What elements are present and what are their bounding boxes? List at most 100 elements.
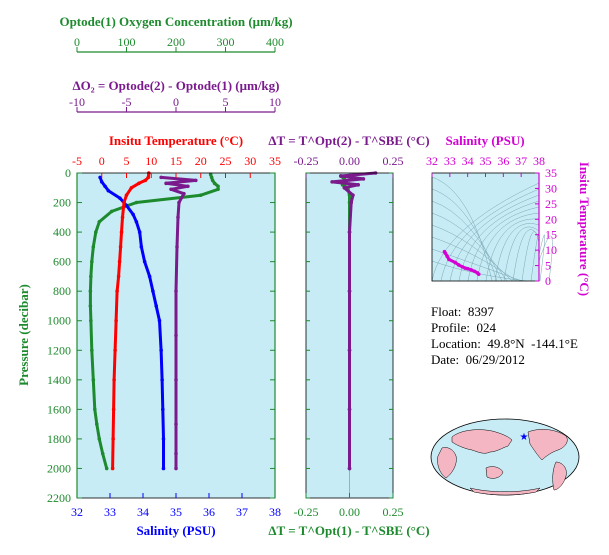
delta-o2-tick-label: 0	[173, 95, 179, 109]
pressure-tick-label: 2000	[47, 461, 71, 475]
temperature-tick-label: 20	[195, 154, 207, 168]
delta-o2-point	[174, 378, 178, 382]
temperature-point	[119, 230, 124, 234]
oxygen-point	[100, 451, 105, 456]
oxygen-point	[134, 200, 139, 205]
salinity-tick-label: 33	[104, 505, 116, 519]
ts-series-group	[442, 249, 481, 277]
delta-t-opt2-point	[339, 174, 343, 178]
info-float-label: Float:	[431, 304, 462, 319]
oxygen-point	[216, 187, 220, 192]
delta-t-bottom-label-text: ΔT = T^Opt(1) - T^SBE (°C)	[268, 523, 429, 538]
temperature-point	[120, 215, 125, 220]
pressure-tick-label: 200	[53, 196, 71, 210]
salinity-point	[157, 318, 162, 323]
ts-density-contour	[503, 226, 540, 282]
delta-t-opt2-point	[347, 466, 352, 471]
pressure-tick-label: 400	[53, 225, 71, 239]
ts-y-tick-label: 5	[545, 259, 551, 273]
delta-o2-point	[174, 289, 178, 293]
info-location-label: Location:	[431, 336, 481, 351]
salinity-point	[154, 304, 158, 308]
ts-density-contour	[431, 248, 523, 282]
pressure-tick-label: 1800	[47, 432, 71, 446]
delta-o2-tick-label: 10	[269, 95, 281, 109]
oxygen-tick-label: 0	[74, 35, 80, 49]
map-land-australia	[485, 466, 504, 479]
temperature-tick-label: 30	[244, 154, 256, 168]
delta-t-opt2-point	[347, 230, 352, 234]
oxygen-point	[212, 181, 217, 186]
temperature-point	[117, 259, 122, 264]
delta-o2-point	[169, 187, 173, 192]
delta-o2-point	[194, 178, 198, 183]
temperature-point	[110, 466, 115, 471]
delta-t-opt2-point	[356, 183, 361, 187]
pressure-tick-label: 1200	[47, 343, 71, 357]
delta-o2-point	[175, 245, 179, 249]
oxygen-point	[95, 422, 99, 426]
salinity-point	[134, 219, 139, 224]
temperature-point	[113, 348, 117, 353]
ts-profile-point	[469, 268, 474, 272]
oxygen-point	[109, 209, 114, 214]
ts-plot-area	[432, 173, 539, 281]
oxygen-point	[89, 318, 93, 323]
delta-t-opt2-point	[347, 348, 352, 353]
delta-o2-point	[174, 466, 178, 471]
ts-x-tick-label: 37	[515, 154, 527, 168]
float-location-marker-icon: ★	[520, 432, 529, 443]
ts-profile-point	[460, 265, 465, 269]
ts-x-tick-label: 36	[497, 154, 509, 168]
ts-x-tick-label: 38	[533, 154, 545, 168]
info-float-value: 8397	[467, 304, 494, 319]
salinity-point	[131, 212, 135, 217]
salinity-line	[98, 176, 165, 469]
delta-t-top-tick-label: 0.25	[383, 154, 404, 168]
oxygen-point	[91, 378, 96, 382]
pressure-tick-label: 800	[53, 284, 71, 298]
oxygen-tick-label: 400	[266, 35, 284, 49]
delta-t-opt2-point	[330, 180, 334, 184]
salinity-point	[147, 274, 152, 279]
world-map: ★	[430, 418, 580, 496]
oxygen-point	[208, 172, 213, 177]
ts-y-tick-label: 15	[545, 228, 557, 242]
info-date: Date: 06/29/2012	[431, 352, 525, 368]
ts-y-tick-label: 0	[545, 274, 551, 288]
pressure-tick-label: 1400	[47, 373, 71, 387]
delta-t-opt2-point	[342, 185, 347, 190]
temperature-point	[114, 318, 118, 323]
oxygen-tick-label: 300	[217, 35, 235, 49]
oxygen-point	[198, 193, 203, 197]
main-axes-group: 0 100 200 300 400-10 -5 0 5 10-5 0 5 10 15 20 25 30 3532…	[47, 35, 284, 519]
oxygen-point	[94, 230, 98, 234]
delta-o2-point	[159, 175, 163, 180]
oxygen-point	[89, 274, 93, 279]
oxygen-point	[88, 304, 93, 308]
oxygen-point	[91, 245, 96, 249]
temperature-point	[116, 274, 121, 279]
temperature-tick-label: 35	[269, 154, 281, 168]
delta-t-top-label-text: ΔT = T^Opt(2) - T^SBE (°C)	[268, 133, 429, 148]
delta-o2-point	[164, 181, 168, 186]
delta-o2-point	[182, 191, 186, 196]
temperature-point	[112, 378, 116, 382]
map-land-north-america	[527, 429, 568, 461]
info-date-value: 06/29/2012	[465, 352, 525, 367]
ts-profile-point	[465, 266, 470, 271]
temperature-point	[129, 185, 134, 190]
ts-profile-point	[453, 260, 457, 265]
temperature-point	[124, 193, 129, 197]
oxygen-point	[90, 259, 94, 264]
oxygen-point	[88, 289, 93, 293]
delta-t-opt2-point	[361, 177, 366, 181]
ts-profile-point	[473, 269, 477, 274]
oxygen-point	[209, 175, 214, 180]
oxygen-point	[210, 178, 215, 183]
salinity-point	[98, 175, 102, 180]
oxygen-tick-label: 200	[167, 35, 185, 49]
info-date-label: Date:	[431, 352, 460, 367]
